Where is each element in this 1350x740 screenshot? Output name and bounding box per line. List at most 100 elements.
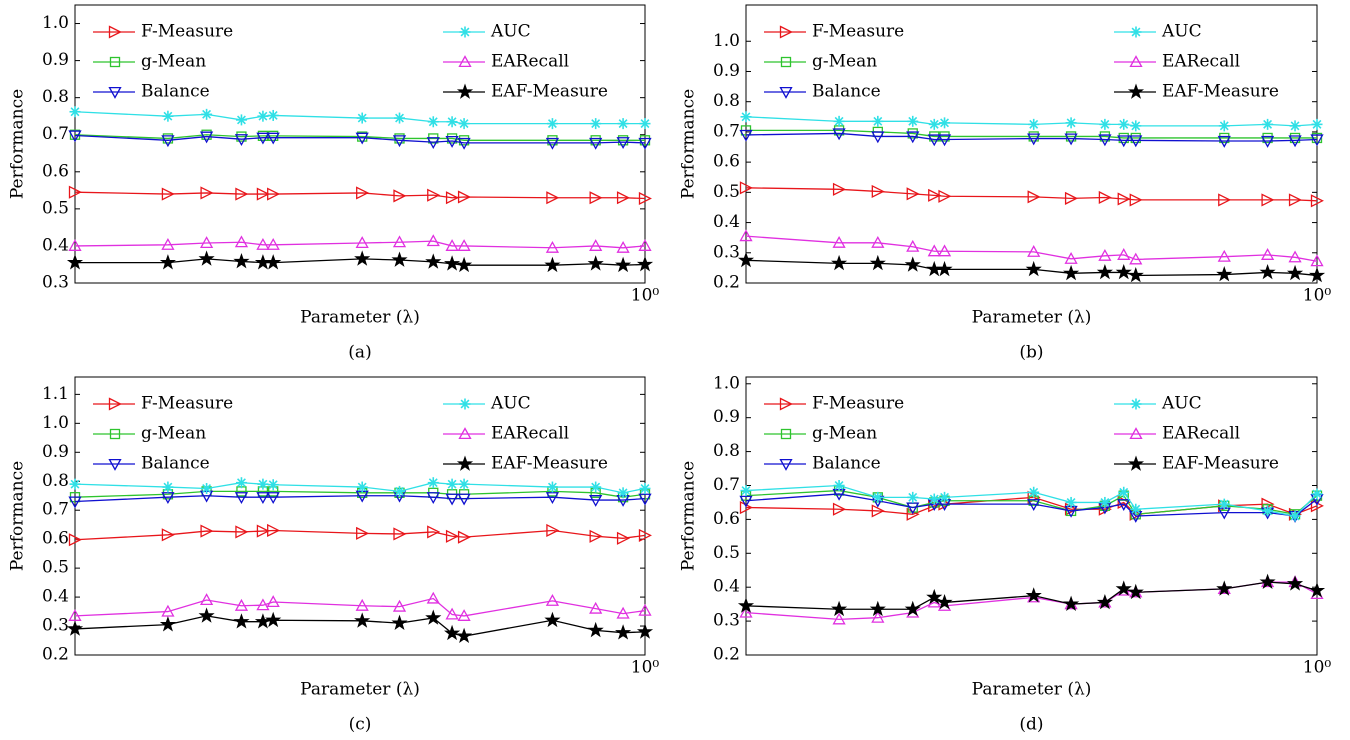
- legend-item: EAF-Measure: [443, 454, 608, 474]
- marker: [161, 492, 175, 505]
- legend-label: Balance: [812, 82, 881, 102]
- marker: [1129, 193, 1143, 207]
- marker-stroke: [1263, 506, 1273, 516]
- marker: [162, 110, 174, 122]
- marker-stroke: [1290, 121, 1300, 131]
- marker: [1118, 118, 1130, 130]
- marker-stroke: [640, 119, 650, 129]
- marker-stroke: [940, 492, 949, 502]
- marker-stroke: [459, 479, 469, 489]
- series-line: [745, 132, 1318, 142]
- y-tick-label: 0.4: [713, 577, 740, 597]
- marker: [1063, 595, 1080, 612]
- marker: [906, 187, 920, 201]
- y-tick-label: 0.8: [42, 87, 69, 107]
- marker-stroke: [395, 486, 404, 496]
- marker-stroke: [395, 113, 404, 123]
- marker: [615, 256, 632, 273]
- marker-stroke: [237, 478, 246, 488]
- marker: [161, 135, 175, 148]
- legend-label: Balance: [812, 454, 881, 474]
- marker-stroke: [357, 482, 367, 492]
- marker-stroke: [1066, 118, 1076, 128]
- marker: [445, 529, 460, 543]
- marker: [234, 134, 249, 147]
- legend-label: Balance: [141, 82, 210, 102]
- subplot-label: (b): [1019, 343, 1043, 363]
- marker: [926, 260, 943, 277]
- marker: [391, 614, 408, 631]
- marker: [161, 237, 175, 250]
- y-tick-label: 0.4: [713, 212, 740, 232]
- series-line: [74, 134, 646, 144]
- marker: [256, 132, 270, 145]
- marker: [907, 115, 919, 127]
- marker: [1262, 118, 1274, 130]
- plot-frame: [74, 376, 646, 656]
- y-tick-label: 0.9: [713, 61, 740, 81]
- marker: [939, 491, 951, 503]
- legend-item: EAF-Measure: [443, 82, 608, 102]
- marker: [1127, 455, 1145, 471]
- marker-stroke: [1131, 504, 1141, 514]
- legend-label: g-Mean: [141, 52, 206, 72]
- marker: [1027, 499, 1041, 511]
- marker: [779, 25, 793, 39]
- marker: [1117, 248, 1131, 260]
- marker-stroke: [873, 492, 883, 502]
- series-line: [746, 129, 1317, 139]
- marker: [1217, 135, 1231, 148]
- marker: [1127, 266, 1144, 283]
- marker: [68, 185, 82, 199]
- series-line: [74, 597, 646, 617]
- legend-label: AUC: [1161, 394, 1202, 414]
- marker: [589, 529, 603, 543]
- legend-label: g-Mean: [812, 52, 877, 72]
- marker: [445, 191, 460, 205]
- marker: [393, 189, 407, 203]
- legend-item: AUC: [443, 22, 531, 42]
- marker: [737, 597, 755, 613]
- marker: [906, 502, 920, 515]
- marker: [1117, 135, 1131, 148]
- marker: [906, 131, 920, 144]
- marker: [356, 112, 368, 124]
- marker: [779, 86, 793, 99]
- series-line: [74, 191, 646, 200]
- marker: [234, 235, 249, 248]
- series-line: [745, 235, 1318, 262]
- marker: [1064, 191, 1079, 205]
- marker: [254, 613, 271, 629]
- marker: [639, 118, 651, 130]
- marker: [235, 187, 249, 201]
- marker-stroke: [1263, 119, 1273, 129]
- legend-item: Balance: [764, 82, 881, 102]
- marker: [590, 118, 602, 130]
- legend-item: EARecall: [1114, 424, 1240, 444]
- series-line: [74, 529, 646, 541]
- marker: [256, 187, 270, 201]
- marker-stroke: [357, 113, 367, 123]
- legend-label: AUC: [490, 394, 531, 414]
- marker-stroke: [428, 117, 438, 127]
- marker: [200, 186, 214, 200]
- marker: [1096, 263, 1113, 280]
- legend-item: EARecall: [443, 52, 569, 72]
- marker: [162, 481, 174, 493]
- legend-label: EAF-Measure: [491, 82, 608, 102]
- y-tick-label: 1.0: [42, 413, 69, 433]
- marker-stroke: [940, 118, 949, 128]
- marker: [1311, 488, 1323, 500]
- marker: [1286, 264, 1304, 281]
- marker: [739, 229, 753, 242]
- marker: [1261, 193, 1275, 207]
- marker: [938, 189, 952, 203]
- marker: [546, 191, 560, 205]
- marker: [267, 187, 281, 201]
- marker: [1259, 573, 1276, 589]
- y-tick-label: 0.9: [42, 442, 69, 462]
- marker: [831, 600, 848, 617]
- marker: [199, 236, 214, 249]
- x-tick-label: 10⁰: [1303, 658, 1332, 678]
- marker: [457, 137, 471, 150]
